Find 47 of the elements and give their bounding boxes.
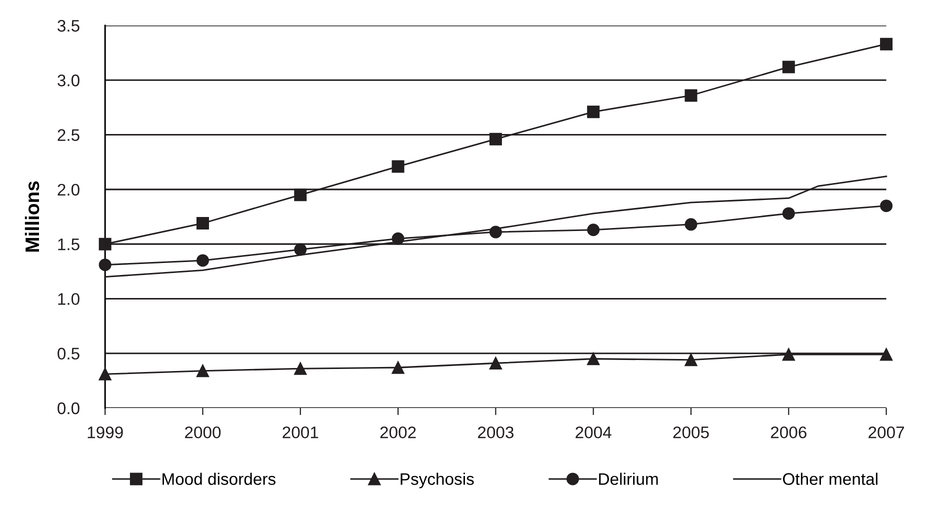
point [294, 188, 307, 202]
point [684, 354, 698, 366]
point [392, 361, 404, 374]
x-tick-label: 2001 [282, 426, 318, 438]
y-tick-label: 2.0 [58, 184, 80, 196]
x-tick-label: 2002 [380, 426, 416, 438]
point [196, 254, 209, 267]
y-tick-label: 1.5 [58, 238, 80, 250]
point [98, 258, 112, 272]
y-tick-label: 0.0 [58, 402, 80, 414]
point [392, 160, 404, 173]
point [880, 38, 893, 50]
x-tick-label: 2000 [185, 426, 221, 438]
point [98, 368, 112, 380]
y-tick-label: 3.0 [58, 74, 80, 86]
point [782, 348, 795, 361]
legend-label: Delirium [599, 472, 658, 485]
point [880, 200, 893, 212]
point [489, 356, 502, 370]
point [782, 60, 795, 74]
point [294, 362, 307, 375]
y-axis-title: Millions [24, 181, 40, 252]
legend-label: Other mental [782, 472, 878, 485]
point [587, 106, 600, 118]
point [196, 364, 209, 378]
point [880, 348, 893, 361]
point [489, 132, 502, 146]
point [684, 218, 698, 231]
point [684, 89, 698, 102]
x-tick-label: 2006 [770, 426, 806, 438]
point [587, 224, 600, 236]
point [782, 207, 795, 220]
legend-label: Psychosis [400, 472, 474, 488]
y-tick-label: 3.5 [58, 20, 80, 32]
y-tick-label: 1.0 [58, 293, 80, 305]
legend-label: Mood disorders [162, 472, 276, 485]
y-tick-label: 2.5 [58, 129, 80, 141]
point [98, 238, 112, 250]
point [294, 243, 307, 256]
x-tick-label: 2004 [576, 426, 612, 438]
point [587, 352, 600, 366]
point [196, 217, 209, 230]
x-tick-label: 2005 [673, 426, 709, 438]
x-tick-label: 1999 [88, 426, 123, 438]
y-tick-label: 0.5 [58, 348, 80, 360]
x-tick-label: 2003 [478, 426, 514, 438]
x-tick-label: 2007 [868, 426, 904, 438]
